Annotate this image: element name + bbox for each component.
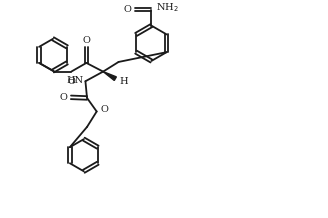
Text: HN: HN bbox=[67, 76, 84, 85]
Polygon shape bbox=[103, 72, 116, 80]
Text: O: O bbox=[68, 77, 75, 86]
Text: O: O bbox=[82, 36, 90, 45]
Text: H: H bbox=[119, 77, 128, 86]
Text: NH$_2$: NH$_2$ bbox=[156, 2, 179, 14]
Text: O: O bbox=[124, 5, 132, 14]
Text: O: O bbox=[101, 105, 109, 114]
Text: O: O bbox=[59, 93, 67, 102]
